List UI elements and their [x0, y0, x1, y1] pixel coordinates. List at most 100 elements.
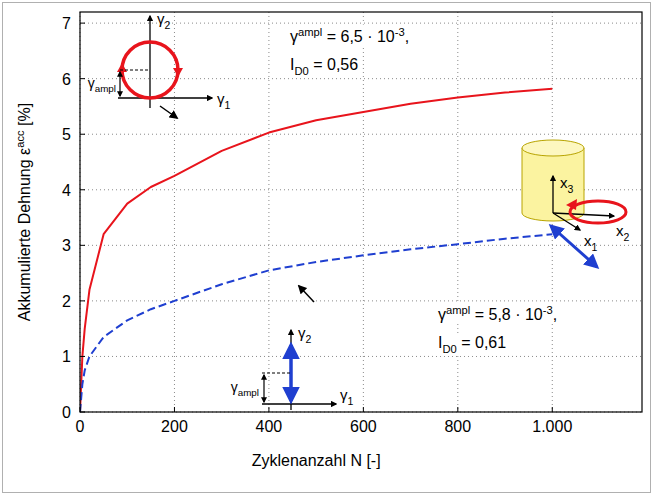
tick-x [80, 407, 81, 412]
annotation: γampl = 6,5 · 10-3, [290, 26, 409, 45]
axis-title-y-part: acc [14, 130, 26, 148]
axis-title-y-part: [%] [16, 103, 33, 131]
annotation-part: -3 [543, 304, 553, 316]
axis-label: γ1 [340, 386, 354, 407]
tick-y [80, 189, 85, 190]
amplitude-label-part: γ [88, 75, 95, 91]
axis-title-y-part: Akkumulierte Dehnung ε [16, 148, 33, 321]
tick-label-x: 600 [350, 418, 377, 435]
annotation-part: γ [290, 28, 298, 45]
circular-load [570, 201, 626, 223]
tick-label-y: 7 [62, 15, 71, 32]
axis-x3 [552, 176, 553, 213]
tick-x [457, 407, 458, 412]
cylinder-top [522, 140, 584, 156]
axis-gamma2 [149, 16, 150, 108]
tick-label-y: 4 [62, 182, 71, 199]
tick-x [174, 407, 175, 412]
amplitude-label: γampl [231, 379, 259, 398]
annotation: γampl = 5,8 · 10-3, [438, 304, 557, 323]
annotation-part: , [553, 306, 557, 323]
tick-y [80, 356, 85, 357]
grid-line-y [80, 78, 642, 79]
amplitude-label: γampl [88, 75, 116, 94]
annotation-part: = 6,5 · 10 [322, 28, 395, 45]
annotation-part: γ [438, 306, 446, 323]
tick-label-y: 6 [62, 71, 71, 88]
cylinder-body [522, 148, 584, 221]
tick-y [80, 23, 85, 24]
annotation-part: D0 [294, 65, 308, 77]
axis-label: x1 [584, 232, 598, 253]
grid [80, 12, 642, 412]
grid-line-y [80, 300, 642, 301]
amplitude-guide [120, 70, 150, 71]
annotation-part: ampl [446, 304, 470, 316]
tick-y [80, 134, 85, 135]
axis-title-y: Akkumulierte Dehnung εacc [%] [14, 103, 33, 321]
label-background [288, 55, 360, 78]
axis-gamma2 [290, 330, 291, 410]
tick-label-x: 400 [256, 418, 283, 435]
annotation-part: = 5,8 · 10 [470, 306, 543, 323]
tick-y [80, 245, 85, 246]
plot-frame [80, 12, 642, 412]
axis-label-part: 2 [624, 231, 630, 243]
axis-label-part: 3 [568, 183, 574, 195]
tick-label-x: 1.000 [532, 418, 572, 435]
grid-line-x [174, 12, 175, 412]
axes: 02004006008001.00001234567Zyklenanzahl N… [14, 15, 573, 469]
tick-x [552, 407, 553, 412]
axis-label: x3 [560, 174, 574, 195]
amplitude-label-part: ampl [238, 387, 259, 398]
amplitude-label-part: ampl [95, 83, 116, 94]
axis-label: x2 [616, 222, 630, 243]
annotation-part: = 0,56 [309, 56, 358, 73]
amplitude-label-part: γ [231, 379, 238, 395]
axis-label-part: 2 [165, 19, 171, 31]
path-direction [173, 68, 183, 77]
annotations: γampl = 6,5 · 10-3,ID0 = 0,56γampl = 5,8… [288, 25, 559, 356]
annotation-part: -3 [395, 26, 405, 38]
axis-label-part: 1 [348, 395, 354, 407]
label-background [288, 25, 411, 46]
label-background [436, 303, 559, 324]
annotation-part: D0 [442, 343, 456, 355]
series-line [80, 89, 552, 412]
tick-label-x: 200 [161, 418, 188, 435]
annotation-part: = 0,61 [457, 334, 506, 351]
path-direction [117, 63, 127, 72]
chart: γamplγ2γ1γamplγ2γ1x3x2x102004006008001.0… [0, 0, 653, 495]
pointer-arrow [160, 106, 177, 118]
pointer-arrow [299, 286, 314, 302]
grid-line-y [80, 245, 642, 246]
amplitude-guide [262, 373, 291, 374]
axis-label-part: 1 [225, 99, 231, 111]
axis-label: γ2 [157, 10, 171, 31]
axis-gamma1 [118, 97, 212, 98]
tick-label-y: 2 [62, 293, 71, 310]
tick-x [363, 407, 364, 412]
amplitude-bracket [119, 72, 120, 96]
tick-y [80, 300, 85, 301]
linear-load [551, 226, 597, 267]
axis-title-x: Zyklenanzahl N [-] [252, 452, 381, 469]
axis-title-x-part: Zyklenanzahl N [-] [252, 452, 381, 469]
tick-y [80, 412, 85, 413]
annotation-part: ampl [298, 26, 322, 38]
grid-line-x [268, 12, 269, 412]
tick-label-x: 800 [444, 418, 471, 435]
annotation: ID0 = 0,61 [438, 334, 506, 355]
tick-label-y: 1 [62, 348, 71, 365]
load-direction [566, 199, 577, 210]
grid-line-x [363, 12, 364, 412]
tick-label-y: 0 [62, 404, 71, 421]
diagrams: γamplγ2γ1γamplγ2γ1x3x2x1 [88, 10, 630, 410]
tick-label-x: 0 [76, 418, 85, 435]
axis-x1 [553, 213, 580, 230]
annotation: ID0 = 0,56 [290, 56, 358, 77]
grid-line-y [80, 134, 642, 135]
axis-label-part: 2 [306, 333, 312, 345]
axis-label: γ2 [298, 324, 312, 345]
axis-x2 [553, 213, 614, 216]
